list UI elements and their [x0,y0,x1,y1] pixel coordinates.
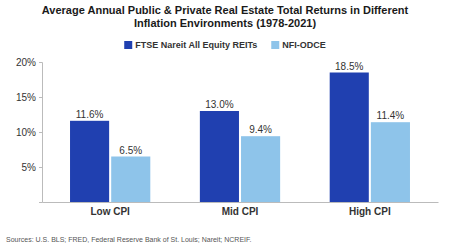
y-tick-label: 20% [16,57,36,68]
data-label: 9.4% [249,124,272,135]
x-tick-label: High CPI [349,206,391,217]
x-axis: Low CPI Mid CPI High CPI [43,203,439,218]
data-labels: 11.6% 13.0% 18.5% 6.5% 9.4% 11.4% [76,61,405,156]
legend-item: FTSE Nareit All Equity REITs [124,40,257,50]
y-tick-mark [39,62,42,63]
chart: Average Annual Public & Private Real Est… [0,0,450,250]
legend-label: FTSE Nareit All Equity REITs [135,40,257,50]
y-axis: 5% 10% 15% 20% [16,57,43,203]
y-tick: 15% [16,92,42,103]
legend-swatch [124,41,132,49]
y-tick-label: 15% [16,92,36,103]
data-label: 11.4% [377,110,405,121]
title: Average Annual Public & Private Real Est… [42,4,409,29]
y-tick: 20% [16,57,42,68]
bar [111,157,150,203]
legend-label: NFI-ODCE [282,40,326,50]
legend-swatch [271,41,279,49]
bar [70,121,109,202]
y-tick-label: 5% [22,162,37,173]
source: Sources: U.S. BLS; FRED, Federal Reserve… [6,236,252,243]
x-axis-line [43,202,439,203]
y-tick: 10% [16,127,42,138]
bar [371,122,410,202]
data-label: 6.5% [119,145,142,156]
y-tick: 5% [22,162,42,173]
legend-item: NFI-ODCE [271,40,326,50]
data-label: 11.6% [76,109,104,120]
bar [330,73,369,203]
plot: 5% 10% 15% 20% 11.6% 13.0% 18.5% 6.5% 9.4% 11.4% L… [16,57,439,217]
data-label: 13.0% [205,99,233,110]
y-tick-label: 10% [16,127,36,138]
y-axis-line [39,63,43,203]
y-tick-mark [39,167,42,168]
bar [200,111,239,202]
x-tick-label: Mid CPI [222,206,259,217]
bar [241,136,280,202]
legend: FTSE Nareit All Equity REITs NFI-ODCE [124,40,326,50]
bars [70,73,410,203]
x-tick: Mid CPI [222,206,259,217]
x-tick-label: Low CPI [90,206,130,217]
x-tick: High CPI [349,206,391,217]
y-tick-mark [39,97,42,98]
data-label: 18.5% [335,61,363,72]
y-tick-mark [39,132,42,133]
x-tick: Low CPI [90,206,130,217]
